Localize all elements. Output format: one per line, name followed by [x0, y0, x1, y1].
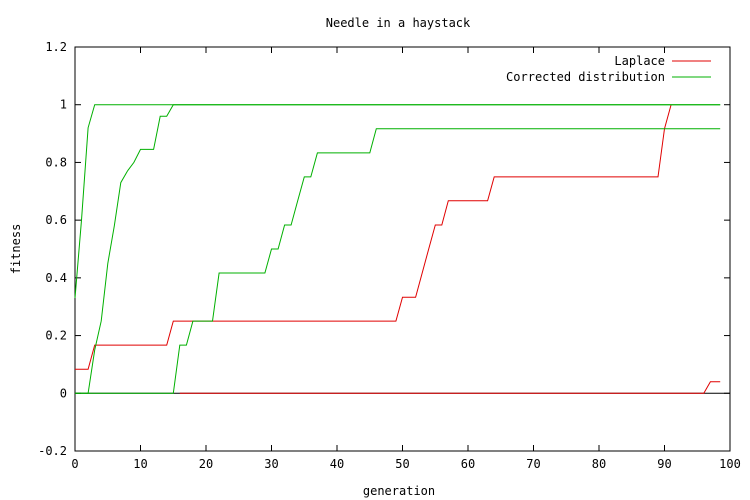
y-tick-label: 0.6 — [45, 213, 67, 227]
x-tick-label: 40 — [330, 457, 344, 471]
x-tick-label: 70 — [526, 457, 540, 471]
y-tick-label: 0 — [60, 386, 67, 400]
series-line-run-1 — [179, 381, 721, 394]
series-line-run-3 — [75, 104, 721, 394]
x-tick-label: 0 — [71, 457, 78, 471]
x-tick-label: 50 — [395, 457, 409, 471]
legend-label: Corrected distribution — [506, 70, 665, 84]
y-axis-ticks: -0.2 0 0.2 0.4 0.6 0.8 1 1.2 — [38, 40, 730, 458]
chart-title: Needle in a haystack — [326, 16, 471, 30]
y-tick-label: 0.4 — [45, 271, 67, 285]
series-line-run-4 — [75, 128, 721, 394]
x-tick-label: 100 — [719, 457, 741, 471]
y-tick-label: -0.2 — [38, 444, 67, 458]
x-tick-label: 80 — [592, 457, 606, 471]
y-tick-label: 1 — [60, 98, 67, 112]
x-tick-label: 60 — [461, 457, 475, 471]
x-tick-label: 30 — [264, 457, 278, 471]
x-tick-label: 90 — [657, 457, 671, 471]
legend: Laplace Corrected distribution — [506, 54, 711, 84]
x-axis-label: generation — [363, 484, 435, 498]
y-axis-label: fitness — [9, 224, 23, 275]
x-tick-label: 20 — [199, 457, 213, 471]
series-layer — [74, 104, 721, 394]
series-line-corrected-distribution — [74, 104, 721, 299]
x-tick-label: 10 — [133, 457, 147, 471]
series-line-laplace — [75, 104, 672, 370]
x-axis-ticks: 0 10 20 30 40 50 60 70 80 90 100 — [71, 47, 741, 471]
y-tick-label: 0.2 — [45, 329, 67, 343]
legend-label: Laplace — [614, 54, 665, 68]
y-tick-label: 1.2 — [45, 40, 67, 54]
y-tick-label: 0.8 — [45, 155, 67, 169]
